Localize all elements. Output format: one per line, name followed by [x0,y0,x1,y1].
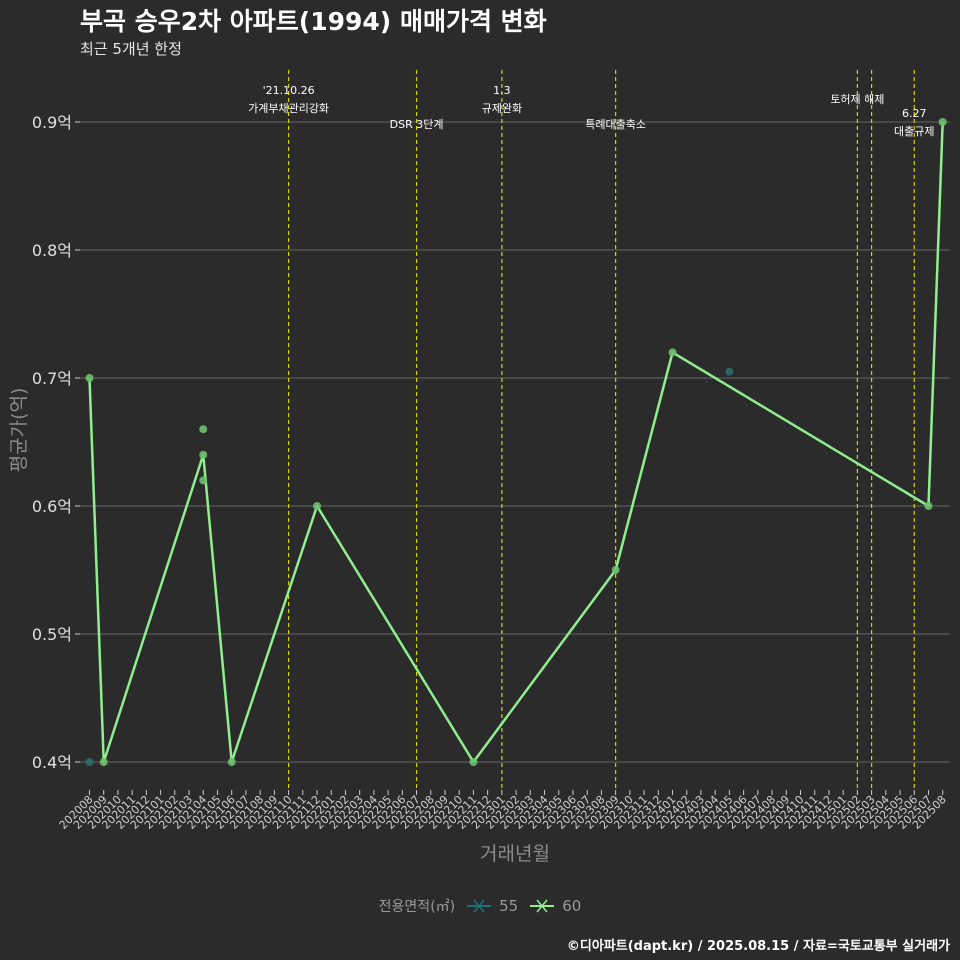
event-label: '21.10.26 [263,84,315,97]
x-axis-ticks: 2020082020092020102020112020122021012021… [57,790,949,832]
data-point-60 [199,450,208,459]
event-label: 대출규제 [894,125,934,138]
data-point-60 [611,566,620,574]
legend-label-60: 60 [562,897,582,915]
y-tick-label: 0.4억 [32,753,72,772]
series-lines [88,121,944,764]
source-credit: ©디아파트(dapt.kr) / 2025.08.15 / 자료=국토교통부 실… [566,939,950,954]
data-point-60 [938,118,947,126]
legend-title: 전용면적(㎡) [378,899,456,915]
y-tick-label: 0.9억 [32,113,72,132]
event-label: 토허제 해제 [830,92,884,106]
legend-item-55: 55 [465,897,518,915]
y-tick-label: 0.5억 [32,625,72,644]
legend-item-60: 60 [528,897,581,915]
legend-swatch-55 [467,899,492,913]
legend-label-55: 55 [499,897,519,915]
data-point-60 [199,425,208,434]
data-point-60 [99,758,108,766]
y-tick-label: 0.6억 [32,497,72,516]
y-tick-label: 0.8억 [32,241,72,260]
chart-title: 부곡 승우2차 아파트(1994) 매매가격 변화 [80,7,547,36]
event-label: DSR 3단계 [390,118,444,131]
data-point-60 [85,374,94,382]
event-label: 1.3 [493,84,511,97]
data-point-60 [313,502,322,510]
legend-swatch-60 [530,899,555,913]
grid-lines [80,121,950,763]
data-point-60 [924,502,933,510]
data-point-55 [85,758,94,766]
data-point-60 [199,476,208,485]
event-label: 특례대출축소 [585,118,646,131]
data-point-55 [725,367,734,376]
y-axis-label: 평균가(억) [8,388,30,473]
series-points [85,118,947,766]
event-label: 가계부채관리강화 [248,102,329,115]
legend: 전용면적(㎡) 55 60 [0,896,960,916]
data-point-60 [668,348,677,357]
y-tick-label: 0.7억 [32,369,72,388]
data-point-60 [469,758,478,766]
event-label: 6.27 [902,107,927,120]
x-axis-label: 거래년월 [480,843,550,865]
series-line-60 [88,121,944,764]
event-label: 규제완화 [482,102,522,115]
chart-subtitle: 최근 5개년 한정 [80,40,182,58]
y-axis-ticks: 0.4억 0.5억 0.6억 0.7억 0.8억 0.9억 [32,113,80,772]
data-point-60 [227,758,236,766]
